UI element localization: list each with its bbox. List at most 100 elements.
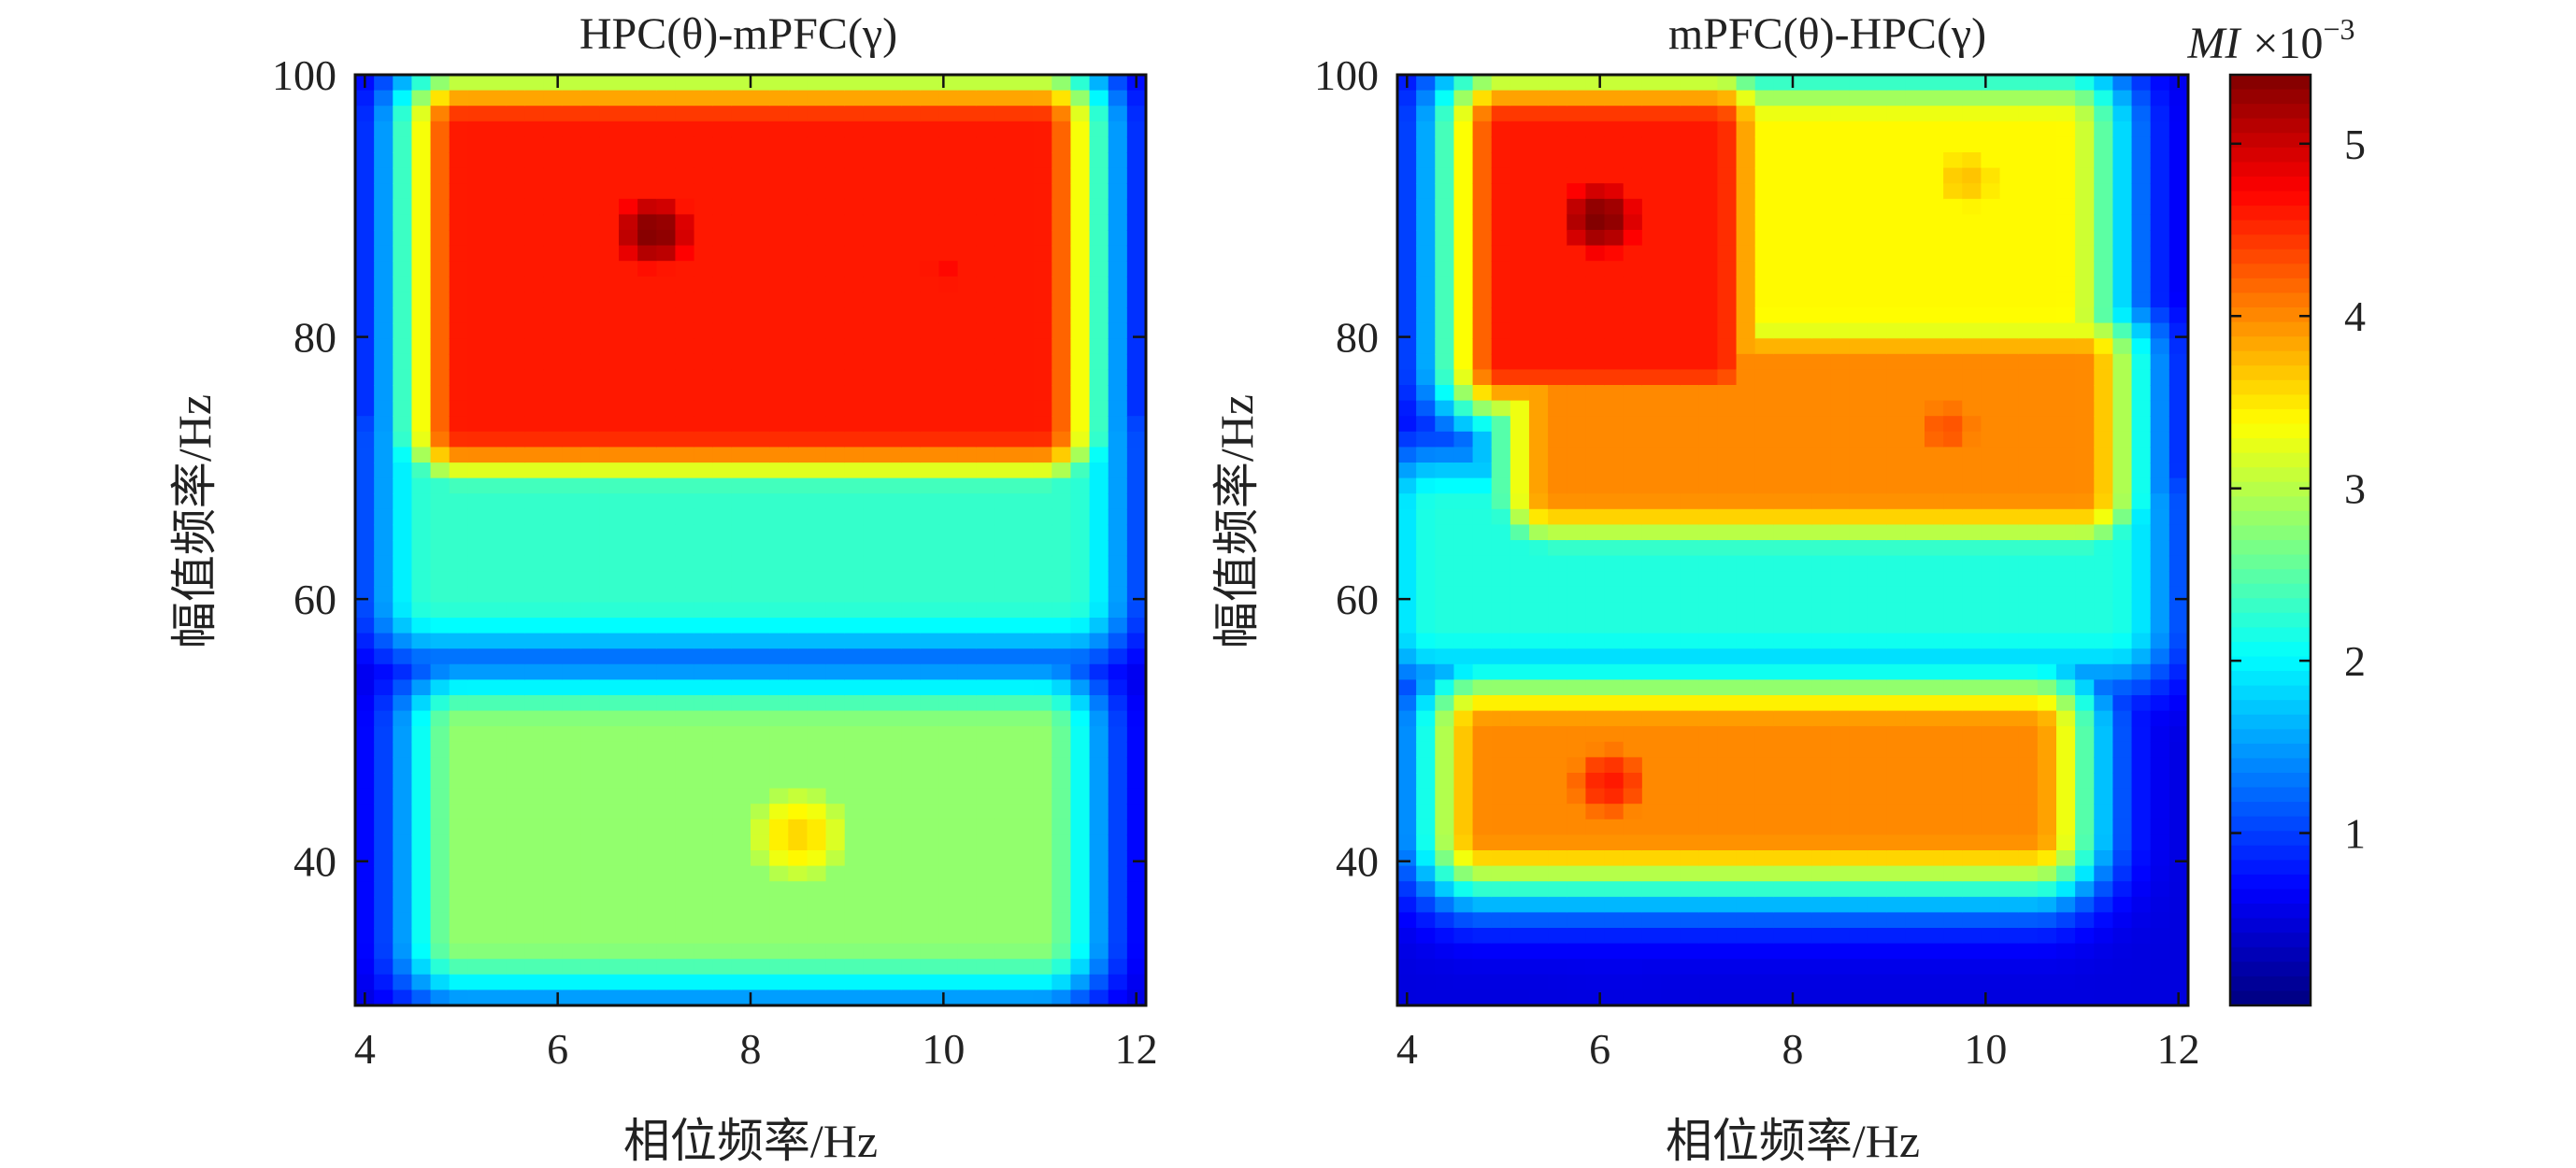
heatmap-cell bbox=[637, 881, 658, 898]
heatmap-cell bbox=[1472, 338, 1493, 355]
heatmap-cell bbox=[1698, 416, 1719, 433]
heatmap-cell bbox=[1680, 974, 1700, 991]
heatmap-cell bbox=[1962, 788, 1982, 805]
heatmap-cell bbox=[712, 292, 733, 308]
heatmap-cell bbox=[825, 245, 846, 262]
heatmap-cell bbox=[393, 106, 413, 122]
heatmap-cell bbox=[1754, 167, 1775, 184]
heatmap-cell bbox=[487, 804, 507, 820]
heatmap-cell bbox=[1567, 245, 1587, 262]
heatmap-cell bbox=[2150, 602, 2170, 619]
heatmap-cell bbox=[694, 633, 714, 649]
heatmap-cell bbox=[1868, 385, 1888, 402]
heatmap-cell bbox=[487, 276, 507, 293]
heatmap-cell bbox=[901, 618, 922, 634]
heatmap-cell bbox=[1472, 834, 1493, 851]
heatmap-cell bbox=[1052, 834, 1072, 851]
heatmap-cell bbox=[467, 663, 488, 681]
heatmap-cell bbox=[1962, 990, 1982, 1006]
heatmap-cell bbox=[1962, 307, 1982, 324]
heatmap-cell bbox=[467, 167, 488, 184]
heatmap-cell bbox=[1868, 183, 1888, 200]
heatmap-cell bbox=[2018, 136, 2039, 153]
heatmap-cell bbox=[1052, 571, 1072, 588]
heatmap-cell bbox=[1754, 912, 1775, 929]
heatmap-cell bbox=[580, 974, 601, 991]
heatmap-cell bbox=[1033, 648, 1053, 665]
heatmap-cell bbox=[562, 741, 582, 759]
heatmap-cell bbox=[995, 106, 1015, 122]
heatmap-cell bbox=[920, 618, 940, 634]
heatmap-cell bbox=[1529, 990, 1549, 1006]
heatmap-cell bbox=[1736, 121, 1756, 138]
heatmap-cell bbox=[1472, 571, 1493, 588]
heatmap-cell bbox=[1905, 912, 1925, 929]
heatmap-cell bbox=[393, 276, 413, 293]
heatmap-cell bbox=[2037, 385, 2057, 402]
heatmap-cell bbox=[1661, 276, 1681, 293]
heatmap-cell bbox=[1604, 540, 1624, 557]
heatmap-cell bbox=[769, 990, 790, 1006]
heatmap-cell bbox=[656, 447, 677, 463]
heatmap-cell bbox=[393, 136, 413, 153]
heatmap-cell bbox=[1070, 896, 1091, 914]
heatmap-cell bbox=[1905, 834, 1925, 851]
heatmap-cell bbox=[2075, 618, 2096, 634]
heatmap-cell bbox=[694, 369, 714, 386]
heatmap-cell bbox=[1717, 369, 1738, 386]
heatmap-cell bbox=[2131, 322, 2152, 339]
heatmap-cell bbox=[1567, 524, 1587, 541]
heatmap-cell bbox=[731, 463, 751, 479]
heatmap-cell bbox=[543, 276, 564, 293]
heatmap-cell bbox=[675, 353, 695, 371]
heatmap-cell bbox=[1397, 245, 1417, 262]
heatmap-cell bbox=[2037, 136, 2057, 153]
heatmap-cell bbox=[1773, 757, 1794, 774]
heatmap-cell bbox=[844, 493, 865, 510]
heatmap-cell bbox=[1717, 633, 1738, 649]
heatmap-cell bbox=[2075, 773, 2096, 790]
heatmap-cell bbox=[1416, 385, 1437, 402]
heatmap-cell bbox=[2056, 788, 2076, 805]
heatmap-cell bbox=[1585, 400, 1606, 417]
heatmap-cell bbox=[2150, 618, 2170, 634]
heatmap-cell bbox=[1567, 990, 1587, 1006]
heatmap-cell bbox=[901, 75, 922, 92]
heatmap-cell bbox=[1905, 726, 1925, 743]
heatmap-cell bbox=[1925, 943, 1944, 960]
heatmap-cell bbox=[1089, 943, 1109, 960]
heatmap-cell bbox=[1033, 865, 1053, 882]
heatmap-cell bbox=[580, 353, 601, 371]
heatmap-cell bbox=[1623, 586, 1643, 604]
heatmap-cell bbox=[2131, 633, 2152, 649]
heatmap-cell bbox=[1943, 974, 1964, 991]
heatmap-cell bbox=[1604, 493, 1624, 510]
heatmap-cell bbox=[1070, 586, 1091, 604]
heatmap-cell bbox=[1623, 834, 1643, 851]
heatmap-cell bbox=[1397, 896, 1417, 914]
heatmap-cell bbox=[1680, 463, 1700, 479]
heatmap-cell bbox=[543, 726, 564, 743]
heatmap-cell bbox=[751, 477, 770, 494]
heatmap-cell bbox=[1641, 974, 1662, 991]
heatmap-cell bbox=[1014, 214, 1034, 231]
heatmap-cell bbox=[1089, 571, 1109, 588]
heatmap-cell bbox=[656, 276, 677, 293]
heatmap-cell bbox=[1811, 819, 1832, 836]
heatmap-cell bbox=[1849, 261, 1869, 278]
heatmap-cell bbox=[751, 322, 770, 339]
heatmap-cell bbox=[920, 912, 940, 929]
heatmap-cell bbox=[694, 167, 714, 184]
heatmap-cell bbox=[1529, 586, 1549, 604]
heatmap-cell bbox=[825, 198, 846, 216]
heatmap-cell bbox=[1661, 75, 1681, 92]
heatmap-cell bbox=[863, 447, 883, 463]
heatmap-cell bbox=[1661, 571, 1681, 588]
heatmap-cell bbox=[1014, 307, 1034, 324]
heatmap-cell bbox=[1886, 788, 1907, 805]
heatmap-cell bbox=[1830, 431, 1851, 449]
heatmap-cell bbox=[1623, 990, 1643, 1006]
heatmap-cell bbox=[976, 431, 996, 449]
heatmap-cell bbox=[562, 416, 582, 433]
heatmap-cell bbox=[1567, 974, 1587, 991]
